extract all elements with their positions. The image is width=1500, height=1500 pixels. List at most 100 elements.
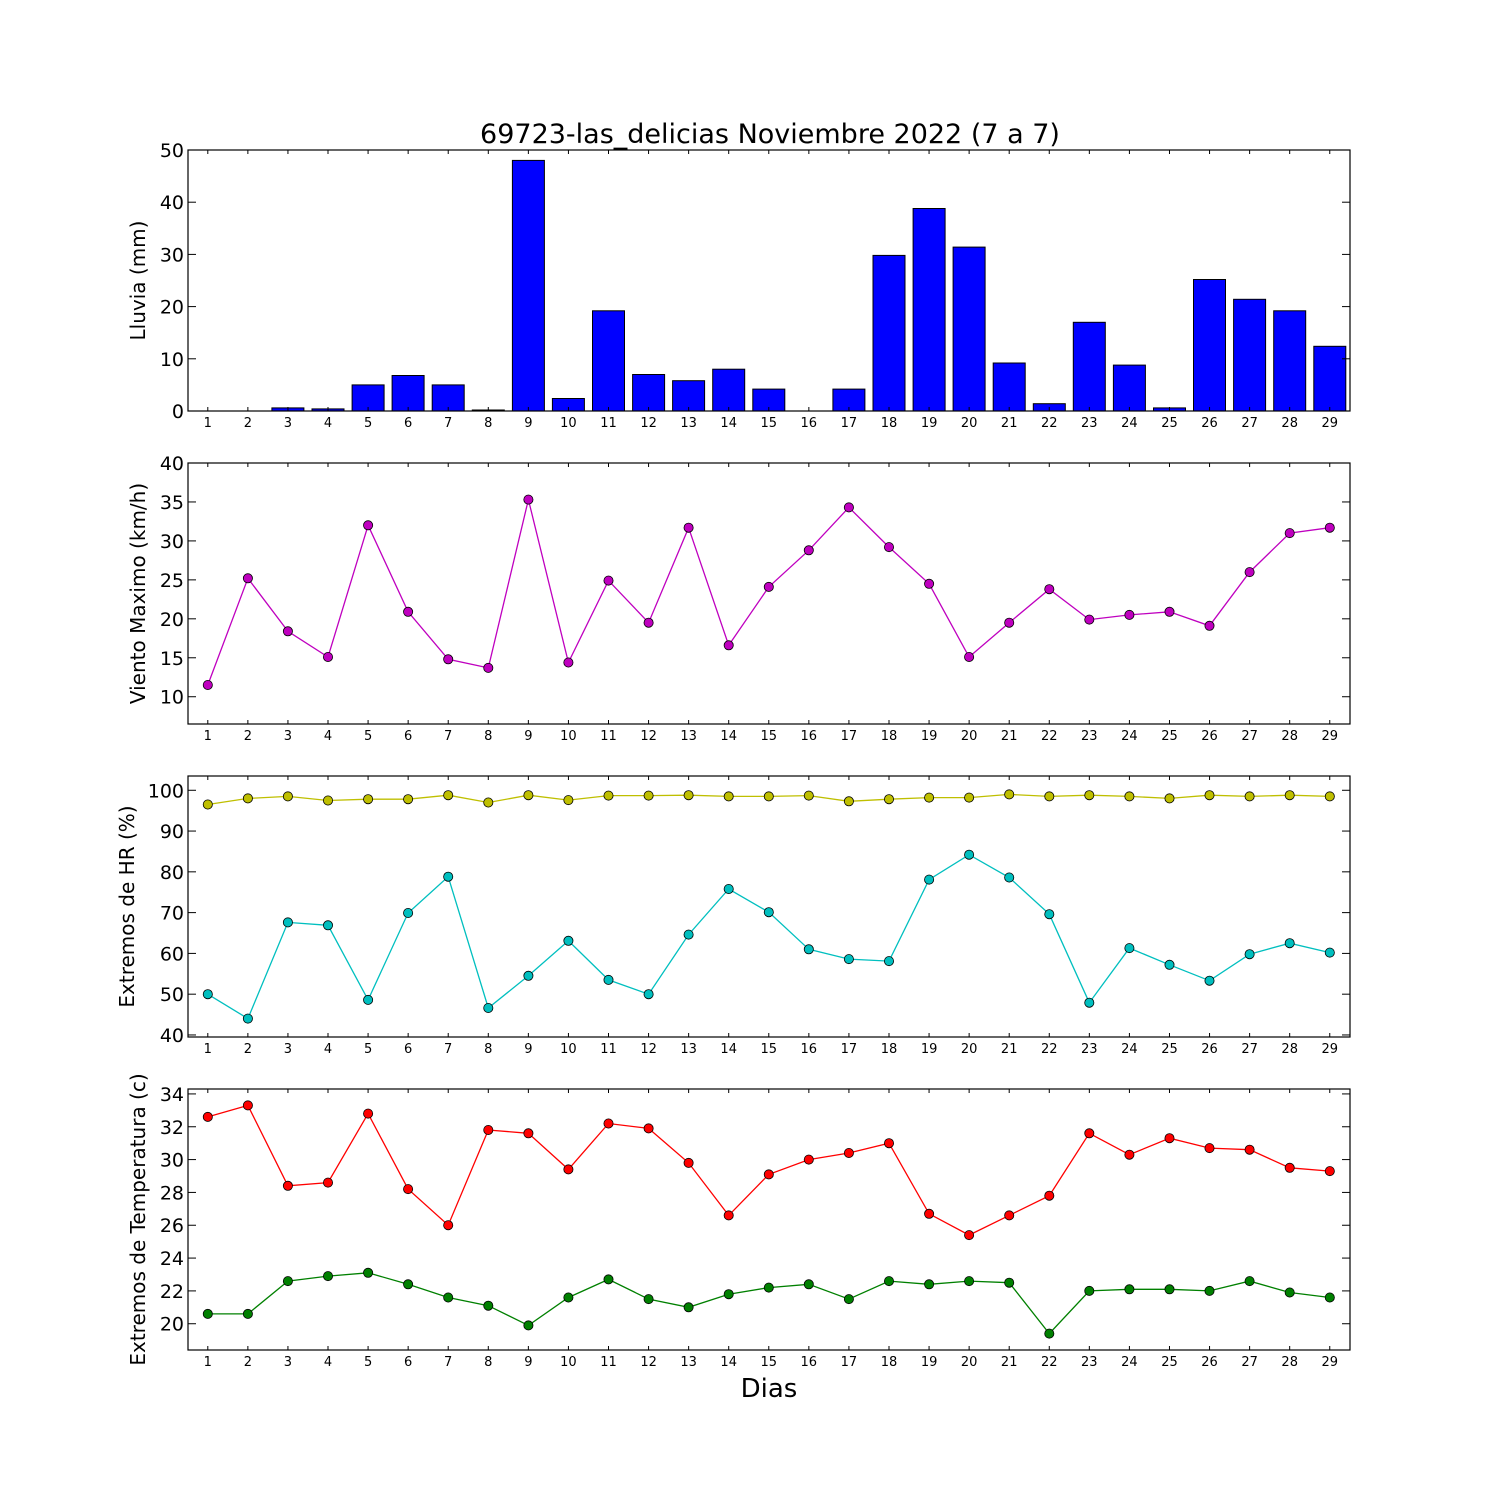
bar: [511, 159, 545, 412]
data-point: [683, 929, 694, 940]
data-point: [1004, 1277, 1015, 1288]
x-tick-label: 17: [841, 1042, 858, 1057]
x-tick-label: 25: [1161, 729, 1178, 744]
y-tick-label: 22: [160, 1281, 184, 1303]
x-tick-label: 17: [841, 729, 858, 744]
data-point: [1004, 1210, 1015, 1221]
y-tick-label: 20: [160, 297, 184, 319]
x-tick-label: 18: [881, 729, 898, 744]
bar: [1112, 364, 1146, 412]
y-axis-label: Viento Maximo (km/h): [126, 483, 150, 704]
data-point: [1284, 790, 1295, 801]
y-tick-label: 32: [160, 1117, 184, 1139]
x-tick-label: 9: [524, 1042, 532, 1057]
data-point: [884, 542, 895, 553]
data-point: [1004, 872, 1015, 883]
x-tick-label: 5: [364, 1042, 372, 1057]
x-tick-label: 25: [1161, 1355, 1178, 1370]
data-point: [884, 1138, 895, 1149]
data-point: [363, 794, 374, 805]
data-point: [322, 795, 333, 806]
data-point: [884, 1276, 895, 1287]
data-point: [803, 1154, 814, 1165]
data-point: [843, 796, 854, 807]
x-tick-label: 4: [324, 729, 332, 744]
data-point: [843, 1148, 854, 1159]
data-point: [603, 1118, 614, 1129]
y-tick-label: 50: [160, 140, 184, 162]
bar: [712, 368, 746, 412]
data-point: [643, 989, 654, 1000]
x-tick-label: 5: [364, 416, 372, 431]
x-tick-label: 22: [1041, 729, 1058, 744]
data-point: [603, 1274, 614, 1285]
data-point: [1084, 790, 1095, 801]
data-point: [1164, 793, 1175, 804]
data-point: [1284, 938, 1295, 949]
x-tick-label: 14: [720, 729, 737, 744]
bar: [592, 310, 625, 412]
data-point: [282, 917, 293, 928]
data-point: [843, 1294, 854, 1305]
y-tick-label: 40: [160, 453, 184, 475]
data-point: [643, 1294, 654, 1305]
data-point: [483, 1003, 494, 1014]
data-point: [242, 1013, 253, 1024]
y-tick-label: 0: [172, 401, 184, 423]
bar: [1233, 298, 1267, 412]
data-point: [363, 994, 374, 1005]
x-tick-label: 26: [1201, 1042, 1218, 1057]
x-tick-label: 13: [680, 416, 697, 431]
data-point: [643, 790, 654, 801]
x-tick-label: 24: [1121, 1042, 1138, 1057]
x-tick-label: 15: [761, 1042, 778, 1057]
y-tick-label: 15: [160, 648, 184, 670]
data-point: [763, 907, 774, 918]
x-tick-label: 17: [841, 416, 858, 431]
data-point: [1124, 1149, 1135, 1160]
data-point: [483, 1300, 494, 1311]
data-point: [603, 974, 614, 985]
x-tick-label: 22: [1041, 1042, 1058, 1057]
x-tick-label: 13: [680, 1042, 697, 1057]
data-point: [843, 502, 854, 513]
x-tick-label: 8: [484, 729, 492, 744]
data-point: [1284, 1162, 1295, 1173]
data-point: [1324, 522, 1335, 533]
x-tick-label: 19: [921, 729, 938, 744]
chart-title: 69723-las_delicias Noviembre 2022 (7 a 7…: [480, 119, 1060, 150]
data-point: [202, 680, 213, 691]
data-point: [1084, 614, 1095, 625]
data-point: [403, 606, 414, 617]
x-tick-label: 16: [801, 1042, 818, 1057]
data-point: [1244, 1276, 1255, 1287]
data-point: [1124, 791, 1135, 802]
data-point: [242, 793, 253, 804]
data-point: [1204, 1285, 1215, 1296]
data-point: [1164, 959, 1175, 970]
data-point: [1084, 997, 1095, 1008]
data-point: [523, 1320, 534, 1331]
data-point: [443, 871, 454, 882]
x-tick-label: 6: [404, 1355, 412, 1370]
x-axis-label: Dias: [741, 1374, 798, 1404]
panel-1: 1 2 3 4 5 6 7 8 9 10 11 12 13 14 15 16 17 18 19 20 21 22 23 24 2…: [126, 140, 1351, 431]
x-tick-label: 7: [444, 1355, 452, 1370]
x-tick-label: 18: [881, 416, 898, 431]
data-point: [1204, 975, 1215, 986]
x-tick-label: 1: [204, 416, 212, 431]
data-point: [282, 1276, 293, 1287]
y-tick-label: 70: [160, 903, 184, 925]
x-tick-label: 2: [244, 729, 252, 744]
data-point: [443, 1220, 454, 1231]
x-tick-label: 4: [324, 1042, 332, 1057]
x-tick-label: 29: [1322, 1355, 1339, 1370]
x-tick-label: 27: [1241, 1042, 1258, 1057]
x-tick-label: 28: [1281, 1355, 1298, 1370]
x-tick-label: 23: [1081, 729, 1098, 744]
x-tick-label: 20: [961, 1355, 978, 1370]
y-tick-label: 30: [160, 531, 184, 553]
x-tick-label: 26: [1201, 1355, 1218, 1370]
data-point: [723, 1289, 734, 1300]
